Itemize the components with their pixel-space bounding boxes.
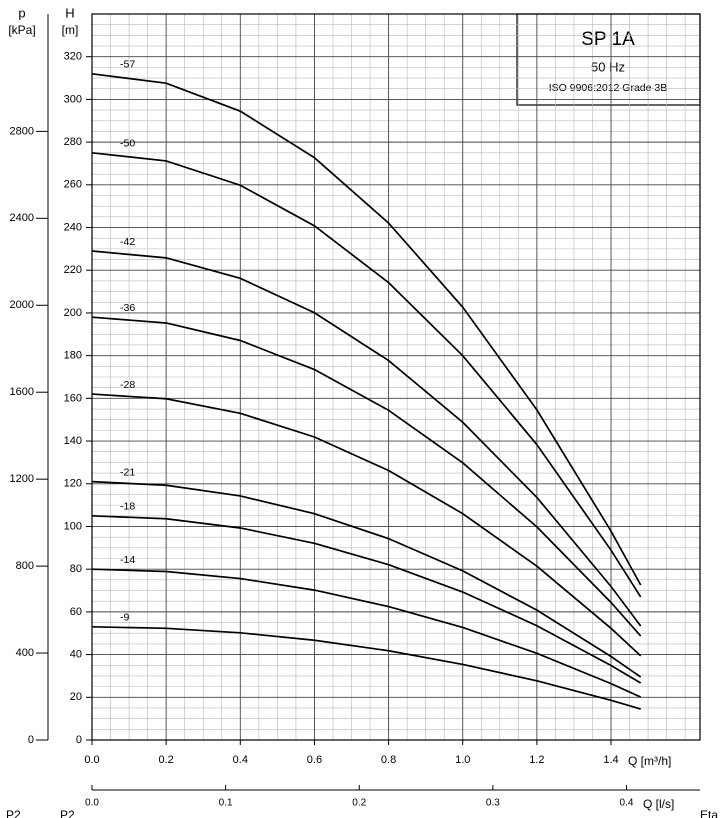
y-tick-label: 240 <box>64 221 82 233</box>
y-axis-label: H <box>65 5 74 20</box>
curve <box>91 625 641 710</box>
title-box <box>516 13 701 106</box>
y-tick-label: 40 <box>70 648 82 660</box>
y2-tick-label: 1600 <box>10 386 34 398</box>
x-tick-label: 0.2 <box>158 754 173 766</box>
x-tick-label: 0.4 <box>233 754 248 766</box>
curve-label: -50 <box>120 138 135 150</box>
x2-tick-label: 0.1 <box>219 798 233 809</box>
y2-axis-label: p <box>18 5 25 20</box>
curve-label: -9 <box>120 612 129 624</box>
y-tick-label: 260 <box>64 179 82 191</box>
curve <box>91 480 642 678</box>
y2-tick-label: 400 <box>16 647 34 659</box>
y-tick-label: 140 <box>64 435 82 447</box>
y-tick-label: 120 <box>64 478 82 490</box>
x-tick-label: 0.0 <box>84 754 99 766</box>
chart-subtitle: 50 Hz <box>591 59 625 74</box>
chart-title: SP 1A <box>581 29 635 50</box>
y-tick-label: 180 <box>64 350 82 362</box>
y-tick-label: 0 <box>76 734 82 746</box>
x-tick-label: 1.0 <box>455 754 470 766</box>
y-tick-label: 300 <box>64 93 82 105</box>
curve-label: -21 <box>120 466 135 478</box>
curve-label: -18 <box>120 501 135 513</box>
x-tick-label: 0.6 <box>307 754 322 766</box>
x-axis-label: Q [m³/h] <box>628 754 671 768</box>
y2-tick-label: 2400 <box>10 212 34 224</box>
y2-tick-label: 0 <box>28 734 34 746</box>
curve-label: -14 <box>120 554 135 566</box>
y-tick-label: 60 <box>70 606 82 618</box>
y-tick-label: 20 <box>70 691 82 703</box>
y-tick-label: 220 <box>64 264 82 276</box>
annotation: ISO 9906:2012 Grade 3B <box>549 82 668 94</box>
x2-tick-label: 0.3 <box>486 798 500 809</box>
y2-tick-label: 1200 <box>10 473 34 485</box>
curve <box>91 151 642 598</box>
curve <box>91 393 642 657</box>
y-tick-label: 320 <box>64 51 82 63</box>
curve <box>91 316 642 637</box>
x2-tick-label: 0.4 <box>620 798 634 809</box>
x2-tick-label: 0.0 <box>85 798 99 809</box>
x2-axis-label: Q [l/s] <box>643 797 674 811</box>
y-tick-label: 80 <box>70 563 82 575</box>
footer-label: Eta <box>700 808 718 818</box>
x-tick-label: 1.4 <box>603 754 618 766</box>
footer-label: P2 <box>6 808 21 818</box>
y-axis-unit: [m] <box>62 23 79 37</box>
curve <box>91 250 642 627</box>
curve <box>91 514 642 684</box>
x-tick-label: 0.8 <box>381 754 396 766</box>
curve-label: -42 <box>120 236 135 248</box>
curve-label: -57 <box>120 59 135 71</box>
y-tick-label: 100 <box>64 520 82 532</box>
y2-tick-label: 2000 <box>10 299 34 311</box>
y-tick-label: 280 <box>64 136 82 148</box>
y2-tick-label: 2800 <box>10 125 34 137</box>
curve-label: -36 <box>120 302 135 314</box>
y-tick-label: 160 <box>64 392 82 404</box>
y2-tick-label: 800 <box>16 560 34 572</box>
y2-axis-unit: [kPa] <box>8 23 35 37</box>
y-tick-label: 200 <box>64 307 82 319</box>
curve-label: -28 <box>120 379 135 391</box>
footer-label: P2 <box>60 808 75 818</box>
x2-tick-label: 0.2 <box>352 798 366 809</box>
plot-frame <box>91 13 701 741</box>
curve <box>91 568 642 698</box>
x-tick-label: 1.2 <box>529 754 544 766</box>
curve <box>91 72 642 586</box>
